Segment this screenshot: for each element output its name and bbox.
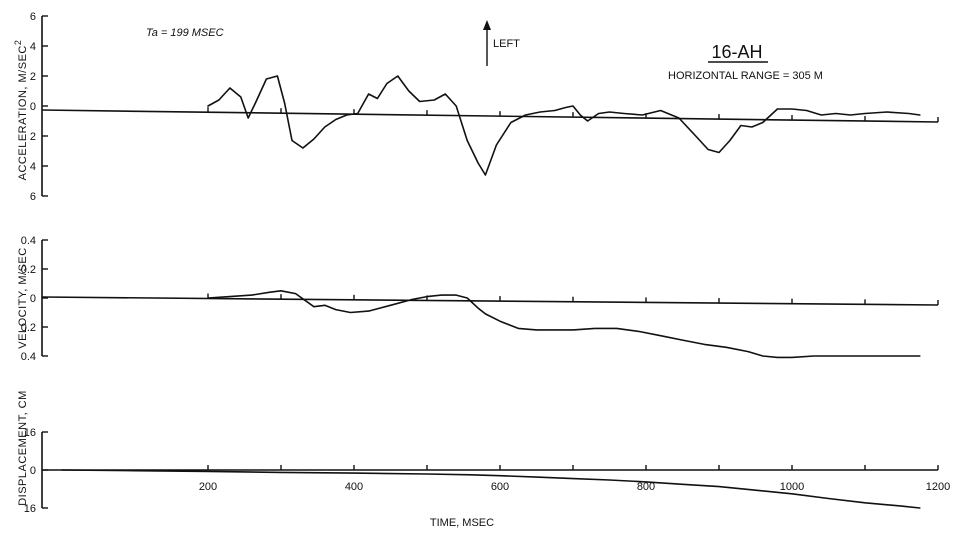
acceleration-y-tick-label: 6 xyxy=(30,191,36,203)
velocity-panel: 0.4 0.2 0 0.2 0.4 xyxy=(21,235,939,363)
x-tick-label: 200 xyxy=(199,481,217,493)
displacement-y-tick-label: 16 xyxy=(24,503,36,515)
ta-annotation: Ta = 199 MSEC xyxy=(146,27,224,39)
acceleration-trace xyxy=(207,75,921,176)
displacement-y-tick-label: 16 xyxy=(24,427,36,439)
acceleration-y-tick-label: 6 xyxy=(30,11,36,23)
velocity-y-tick-label: 0.4 xyxy=(21,351,36,363)
x-tick-label: 800 xyxy=(637,481,655,493)
left-arrow-head xyxy=(483,20,491,30)
acceleration-y-tick-label: 4 xyxy=(30,41,36,53)
range-label: HORIZONTAL RANGE = 305 M xyxy=(668,70,823,82)
velocity-y-tick-label: 0.4 xyxy=(21,235,36,247)
acceleration-x-axis xyxy=(41,109,939,123)
acceleration-y-tick-label: 0 xyxy=(30,101,36,113)
acceleration-y-tick-label: 2 xyxy=(30,71,36,83)
station-id: 16-AH xyxy=(711,42,762,62)
x-tick-label: 1200 xyxy=(926,481,950,493)
displacement-y-label: DISPLACEMENT, CM xyxy=(17,390,29,506)
acceleration-y-tick-label: 4 xyxy=(30,161,36,173)
velocity-y-tick-label: 0.2 xyxy=(21,322,36,334)
velocity-trace xyxy=(207,290,921,359)
x-tick-label: 400 xyxy=(345,481,363,493)
acceleration-y-label-text: ACCELERATION, M/SEC xyxy=(17,45,29,180)
acceleration-y-label-sup: 2 xyxy=(13,40,23,46)
velocity-x-axis xyxy=(41,296,939,306)
velocity-y-tick-label: 0.2 xyxy=(21,264,36,276)
x-tick-label: 1000 xyxy=(780,481,804,493)
x-tick-label: 600 xyxy=(491,481,509,493)
direction-label: LEFT xyxy=(493,38,520,50)
acceleration-y-tick-label: 2 xyxy=(30,131,36,143)
acceleration-panel: 6 4 2 0 2 4 6 xyxy=(30,11,939,203)
velocity-y-tick-label: 0 xyxy=(30,293,36,305)
time-x-label: TIME, MSEC xyxy=(430,517,494,529)
displacement-trace xyxy=(61,469,921,509)
displacement-panel: 16 0 16 200 400 600 800 1000 1200 xyxy=(24,427,950,515)
velocity-y-label: VELOCITY, M/SEC xyxy=(17,247,29,348)
displacement-y-tick-label: 0 xyxy=(30,465,36,477)
acceleration-y-label: ACCELERATION, M/SEC2 xyxy=(13,40,29,181)
